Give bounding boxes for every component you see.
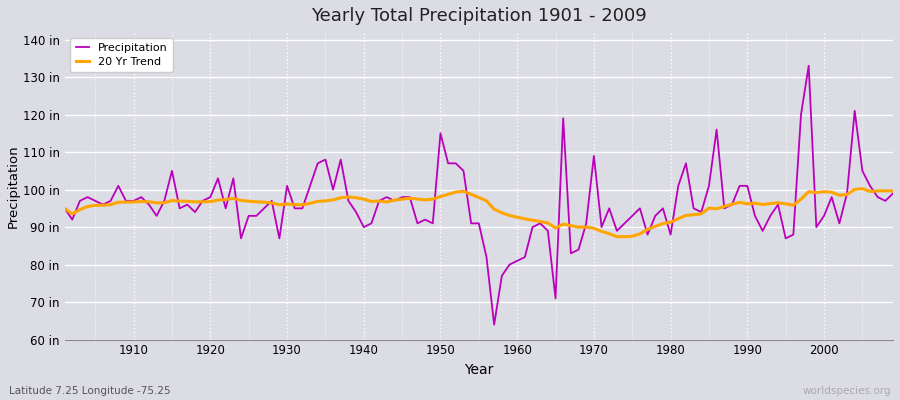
Precipitation: [519, 255, 530, 260]
20 Yr Trend: [504, 213, 515, 218]
Precipitation: [336, 157, 346, 162]
Precipitation: [611, 228, 622, 233]
Line: 20 Yr Trend: 20 Yr Trend: [65, 189, 893, 237]
20 Yr Trend: [887, 189, 898, 194]
Precipitation: [59, 206, 70, 211]
Legend: Precipitation, 20 Yr Trend: Precipitation, 20 Yr Trend: [70, 38, 173, 72]
Title: Yearly Total Precipitation 1901 - 2009: Yearly Total Precipitation 1901 - 2009: [310, 7, 647, 25]
Precipitation: [289, 206, 300, 211]
Text: Latitude 7.25 Longitude -75.25: Latitude 7.25 Longitude -75.25: [9, 386, 171, 396]
Precipitation: [121, 198, 131, 203]
20 Yr Trend: [512, 215, 523, 220]
20 Yr Trend: [289, 202, 300, 207]
20 Yr Trend: [121, 200, 131, 204]
Y-axis label: Precipitation: Precipitation: [7, 144, 20, 228]
20 Yr Trend: [336, 195, 346, 200]
X-axis label: Year: Year: [464, 363, 493, 377]
20 Yr Trend: [857, 186, 868, 191]
20 Yr Trend: [611, 234, 622, 239]
Text: worldspecies.org: worldspecies.org: [803, 386, 891, 396]
Line: Precipitation: Precipitation: [65, 66, 893, 325]
20 Yr Trend: [59, 206, 70, 211]
Precipitation: [887, 191, 898, 196]
Precipitation: [512, 258, 523, 263]
Precipitation: [804, 64, 814, 68]
Precipitation: [489, 322, 500, 327]
20 Yr Trend: [604, 231, 615, 236]
